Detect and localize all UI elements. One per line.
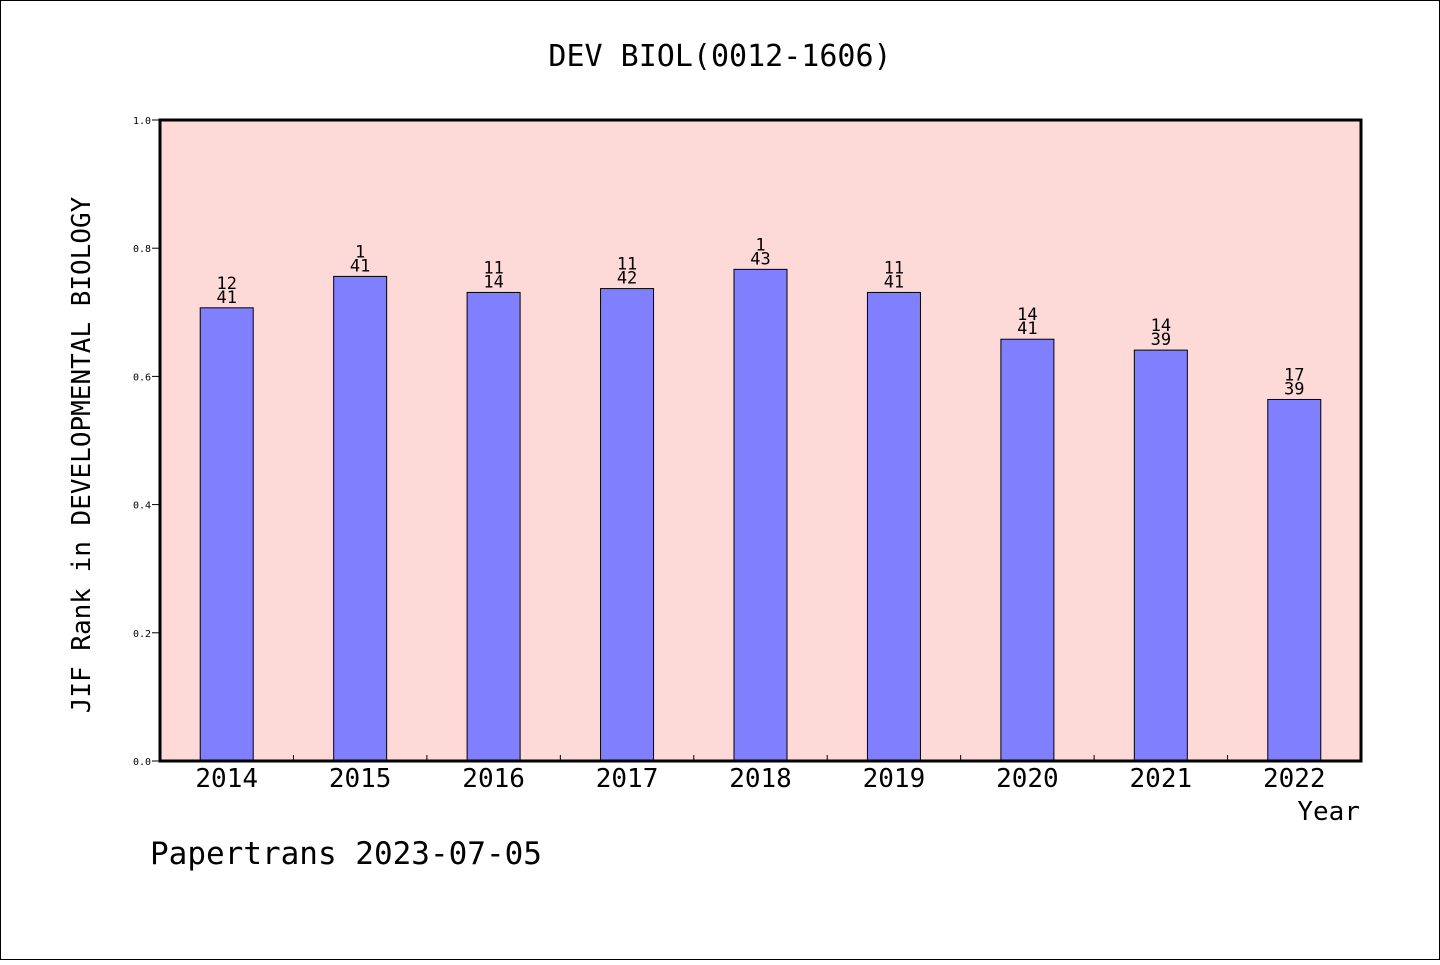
bar-label-total: 14	[483, 272, 503, 292]
x-tick-label: 2022	[1263, 764, 1326, 794]
bar-label-total: 39	[1284, 379, 1304, 399]
y-tick-label: 0.8	[133, 244, 151, 255]
bar-label-total: 41	[350, 256, 370, 276]
x-tick-label: 2018	[729, 764, 792, 794]
bar-label-total: 43	[750, 249, 770, 269]
bar-label-rank: 12	[216, 274, 236, 294]
y-tick-label: 0.6	[133, 372, 151, 383]
footer-watermark-text: Papertrans 2023-07-05	[150, 836, 542, 872]
bar-label-total: 39	[1151, 330, 1171, 350]
bar	[600, 288, 655, 762]
bar	[1000, 338, 1055, 762]
bar-label-rank: 14	[1151, 316, 1171, 336]
bar-label-total: 42	[617, 269, 637, 289]
chart-marks: 0.00.20.40.60.81.01241201414120151114201…	[133, 116, 1326, 794]
x-tick-label: 2016	[462, 764, 525, 794]
bar-label-rank: 1	[355, 242, 365, 262]
bar-label-total: 41	[1017, 319, 1037, 339]
x-tick-label: 2017	[596, 764, 659, 794]
chart-title: DEV BIOL(0012-1606)	[548, 39, 891, 74]
x-tick-label: 2019	[863, 764, 926, 794]
bar	[1267, 398, 1322, 762]
x-tick-label: 2015	[329, 764, 392, 794]
bar-label-rank: 17	[1284, 365, 1304, 385]
bar	[333, 275, 388, 762]
bar-label-rank: 11	[483, 258, 503, 278]
bar-label-rank: 11	[884, 258, 904, 278]
y-tick-label: 0.4	[133, 501, 151, 512]
bar-label-total: 41	[216, 288, 236, 308]
x-tick-label: 2014	[195, 764, 258, 794]
plot-border	[158, 118, 1363, 763]
bar	[199, 307, 254, 762]
x-tick-label: 2020	[996, 764, 1059, 794]
y-axis-label: JIF Rank in DEVELOPMENTAL BIOLOGY	[67, 196, 97, 713]
bar-label-rank: 11	[617, 255, 637, 275]
bar-label-rank: 1	[755, 235, 765, 255]
y-tick-label: 1.0	[133, 116, 151, 127]
bar	[466, 291, 521, 762]
x-tick-label: 2021	[1130, 764, 1193, 794]
y-tick-label: 0.2	[133, 629, 151, 640]
bar	[1133, 349, 1188, 762]
bar-label-total: 41	[884, 272, 904, 292]
y-tick-label: 0.0	[133, 757, 151, 768]
bar	[733, 268, 788, 762]
bar-label-rank: 14	[1017, 305, 1037, 325]
bar	[866, 291, 921, 762]
x-axis-label: Year	[1297, 797, 1360, 827]
